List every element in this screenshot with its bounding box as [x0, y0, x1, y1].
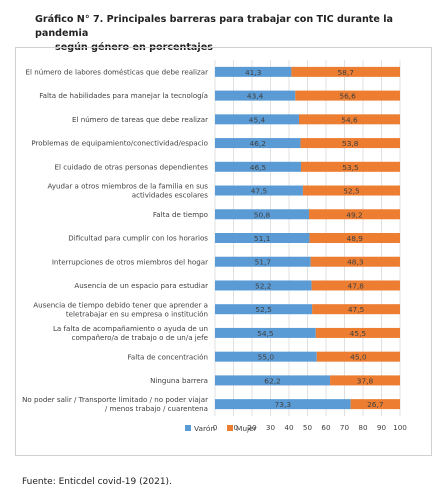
bar-varon [215, 90, 296, 101]
data-label: 48,3 [347, 258, 364, 267]
category-label: Falta de concentración [127, 352, 208, 361]
data-label: 48,9 [347, 234, 364, 243]
chart-title-line-1: Gráfico N° 7. Principales barreras para … [35, 14, 393, 39]
bar-mujer [298, 114, 400, 125]
data-label: 37,8 [357, 376, 374, 385]
bar-mujer [291, 66, 400, 77]
bar-varon [215, 114, 299, 125]
data-label: 41,3 [245, 68, 262, 77]
category-label: El número de tareas que debe realizar [72, 115, 208, 124]
x-tick-label: 20 [247, 423, 257, 432]
legend-swatch-mujer [227, 425, 233, 431]
category-label: Ausencia de un espacio para estudiar [74, 281, 208, 290]
category-label: Falta de tiempo [153, 210, 208, 219]
data-label: 53,8 [342, 139, 359, 148]
category-label: Problemas de equipamiento/conectividad/e… [31, 139, 208, 148]
bar-varon [215, 327, 316, 338]
bar-mujer [311, 280, 400, 291]
data-label: 52,2 [255, 281, 271, 290]
data-label: 45,5 [350, 329, 367, 338]
bar-mujer [316, 351, 400, 362]
bar-varon [215, 138, 301, 149]
bar-mujer [330, 375, 400, 386]
x-tick-label: 10 [229, 423, 239, 432]
x-tick-label: 70 [340, 423, 350, 432]
data-label: 46,2 [250, 139, 266, 148]
bar-mujer [350, 399, 400, 410]
data-label: 54,6 [341, 115, 358, 124]
data-label: 62,2 [264, 376, 280, 385]
category-label: Ninguna barrera [150, 376, 208, 385]
data-label: 47,8 [348, 281, 365, 290]
data-label: 51,1 [254, 234, 271, 243]
bar-varon [215, 256, 311, 267]
x-tick-label: 40 [284, 423, 294, 432]
category-label: No poder salir / Transporte limitado / n… [22, 395, 208, 413]
category-label: El cuidado de otras personas dependiente… [55, 162, 209, 171]
x-tick-label: 90 [377, 423, 387, 432]
category-label: Dificultad para cumplir con los horarios [68, 234, 208, 243]
category-label: Interrupciones de otros miembros del hog… [52, 257, 208, 266]
bar-varon [215, 304, 313, 315]
bar-varon [215, 66, 292, 77]
data-label: 46,5 [250, 163, 267, 172]
bar-mujer [308, 209, 400, 220]
bar-mujer [310, 256, 400, 267]
chart-frame [15, 47, 432, 456]
data-label: 45,0 [350, 353, 367, 362]
data-label: 53,5 [342, 163, 359, 172]
bar-varon [215, 399, 351, 410]
data-label: 56,6 [339, 92, 356, 101]
legend-label-mujer: Mujer [236, 424, 258, 433]
data-label: 73,3 [275, 400, 292, 409]
x-tick-label: 50 [303, 423, 313, 432]
x-tick-label: 30 [266, 423, 276, 432]
bar-varon [215, 280, 312, 291]
bar-mujer [295, 90, 400, 101]
data-label: 49,2 [346, 210, 362, 219]
category-label: Ausencia de tiempo debido tener que apre… [33, 300, 208, 318]
x-tick-label: 0 [213, 423, 218, 432]
data-label: 43,4 [247, 92, 264, 101]
bar-varon [215, 233, 310, 243]
bar-mujer [300, 138, 400, 149]
data-label: 52,5 [343, 187, 360, 196]
bar-mujer [301, 161, 400, 172]
bar-mujer [315, 327, 400, 338]
bar-varon [215, 351, 317, 362]
x-tick-label: 100 [393, 423, 407, 432]
bar-mujer [302, 185, 400, 196]
data-label: 58,7 [337, 68, 354, 77]
category-label: El número de labores domésticas que debe… [26, 67, 209, 76]
data-label: 45,4 [249, 115, 266, 124]
legend-label-varon: Varón [194, 424, 215, 433]
legend-swatch-varon [185, 425, 191, 431]
x-tick-label: 60 [321, 423, 331, 432]
bar-mujer [312, 304, 400, 315]
x-tick-label: 80 [358, 423, 368, 432]
bar-varon [215, 375, 331, 386]
source-note: Fuente: Enticdel covid-19 (2021). [22, 477, 172, 487]
data-label: 50,8 [254, 210, 271, 219]
data-label: 51,7 [255, 258, 272, 267]
bar-varon [215, 185, 303, 196]
data-label: 55,0 [258, 353, 275, 362]
data-label: 26,7 [367, 400, 384, 409]
category-label: Ayudar a otros miembros de la familia en… [47, 182, 208, 200]
bar-varon [215, 161, 302, 172]
data-label: 47,5 [348, 305, 365, 314]
category-label: Falta de habilidades para manejar la tec… [39, 91, 208, 100]
category-label: La falta de acompañamiento o ayuda de un… [53, 324, 208, 342]
bar-varon [215, 209, 309, 220]
bar-mujer [309, 233, 400, 243]
data-label: 52,5 [255, 305, 272, 314]
data-label: 54,5 [257, 329, 274, 338]
data-label: 47,5 [251, 187, 268, 196]
